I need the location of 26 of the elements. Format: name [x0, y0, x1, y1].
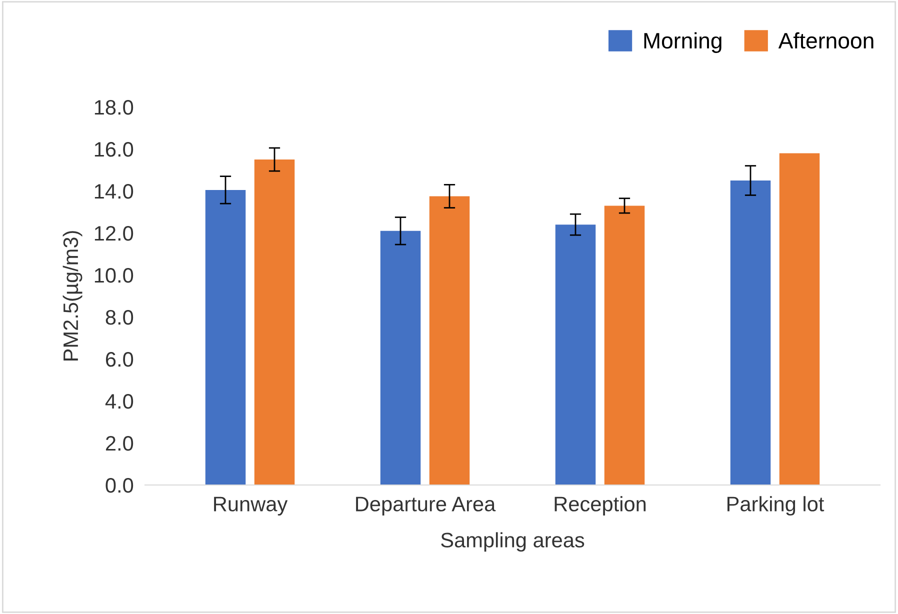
x-tick-label: Departure Area: [356, 496, 496, 516]
y-axis-title: PM2.5(µg/m3): [62, 231, 82, 360]
y-tick-label: 18.0: [94, 100, 134, 115]
bar: [604, 206, 645, 485]
x-axis-title: Sampling areas: [441, 532, 584, 552]
bar: [380, 230, 421, 485]
x-tick-label: Parking lot: [727, 496, 824, 516]
x-tick-label: Runway: [214, 496, 288, 516]
y-tick-label: 14.0: [94, 184, 134, 199]
bar: [429, 196, 470, 485]
bar: [555, 224, 596, 485]
legend-label: Morning: [644, 32, 722, 53]
bar: [779, 153, 820, 485]
y-tick-label: 12.0: [94, 226, 134, 241]
bar: [205, 190, 246, 485]
x-tick-label: Reception: [554, 496, 646, 516]
y-tick-label: 6.0: [106, 352, 134, 367]
y-tick-label: 4.0: [105, 394, 134, 409]
y-tick-label: 0.0: [106, 478, 134, 493]
y-tick-label: 10.0: [94, 268, 134, 283]
bar: [730, 180, 771, 485]
legend-label: Afternoon: [778, 32, 874, 49]
y-tick-label: 8.0: [106, 310, 134, 325]
bar: [254, 160, 295, 485]
y-tick-label: 2.0: [106, 436, 134, 451]
y-tick-label: 16.0: [94, 142, 134, 157]
